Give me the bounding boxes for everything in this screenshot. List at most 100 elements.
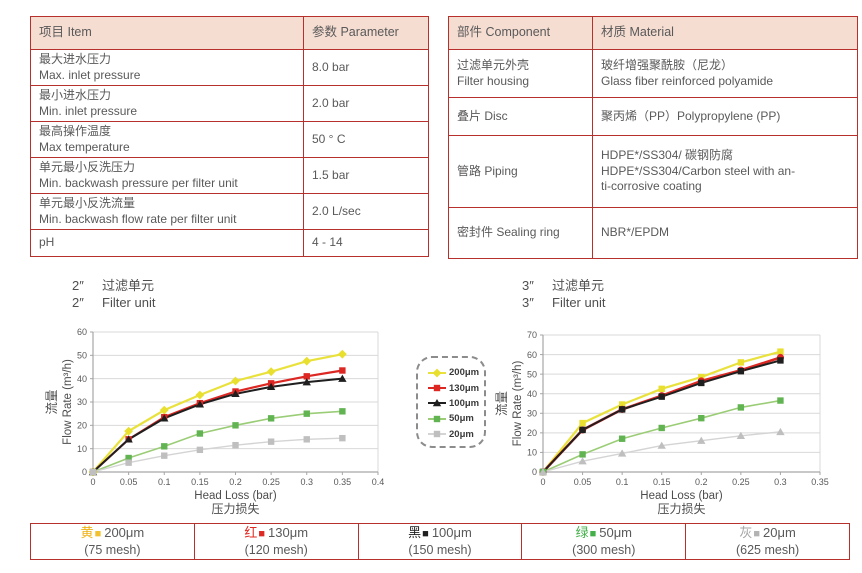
material-value-zh: 玻纤增强聚酰胺（尼龙） — [601, 58, 734, 72]
svg-text:0.05: 0.05 — [574, 477, 592, 487]
material-row-piping: 管路 Piping HDPE*/SS304/ 碳钢防腐 HDPE*/SS304/C… — [448, 135, 858, 208]
svg-text:Flow Rate (m³/h): Flow Rate (m³/h) — [512, 361, 524, 447]
svg-text:0.15: 0.15 — [653, 477, 671, 487]
legend-item-20μm: 20μm — [427, 427, 484, 442]
material-value: NBR*/EPDM — [601, 225, 670, 240]
svg-text:0.1: 0.1 — [158, 477, 171, 487]
svg-text:0.3: 0.3 — [300, 477, 313, 487]
material-header-component: 部件 Component — [448, 16, 593, 50]
material-row-filter-housing: 过滤单元外壳 Filter housing 玻纤增强聚酰胺（尼龙） Glass fi… — [448, 49, 858, 98]
item-label-zh: 最小进水压力 — [39, 88, 112, 102]
svg-text:40: 40 — [527, 389, 537, 399]
svg-text:压力损失: 压力损失 — [211, 501, 259, 516]
micron-size: 50μm — [599, 525, 633, 540]
material-table: 部件 Component 材质 Material 过滤单元外壳 Filter ho… — [448, 16, 858, 259]
mesh-size: (300 mesh) — [572, 542, 636, 557]
svg-text:0: 0 — [90, 477, 95, 487]
component-label-en: Filter housing — [457, 73, 530, 88]
svg-text:0.15: 0.15 — [191, 477, 209, 487]
color-name-zh: 红 — [244, 525, 258, 540]
component-label: 叠片 Disc — [457, 108, 508, 123]
chart-title-zh: 过滤单元 — [102, 278, 155, 293]
flow-chart-2inch: 0 10 20 30 40 50 60 0 0.05 0.1 0.15 0.2 0.25 0.3 0.35 0… — [45, 327, 385, 516]
svg-text:10: 10 — [77, 444, 87, 454]
spec-table: 项目 Item 参数 Parameter 最大进水压力 Max. inlet pr… — [30, 16, 429, 257]
svg-text:30: 30 — [527, 408, 537, 418]
color-swatch: ■ — [589, 528, 597, 540]
legend-marker-square — [428, 415, 446, 423]
svg-text:0.4: 0.4 — [372, 477, 385, 487]
svg-text:0.25: 0.25 — [732, 477, 750, 487]
legend-label: 100μm — [449, 397, 480, 409]
svg-text:20: 20 — [527, 428, 537, 438]
mesh-size: (75 mesh) — [84, 542, 141, 557]
mesh-size: (150 mesh) — [408, 542, 472, 557]
legend-item-100μm: 100μm — [427, 396, 484, 411]
item-label-en: Max temperature — [39, 139, 130, 154]
series-line-100μm — [542, 359, 781, 473]
material-row-sealing-ring: 密封件 Sealing ring NBR*/EPDM — [448, 207, 858, 259]
mesh-size: (625 mesh) — [735, 542, 800, 557]
color-key-strip: 黄■ 200μm (75 mesh) 红■ 130μm (120 mesh) 黑■ 1… — [30, 523, 850, 560]
series-line-50μm — [542, 399, 781, 473]
material-value-line2: HDPE*/SS304/Carbon steel with an- — [601, 163, 796, 178]
chart-title-en: Filter unit — [102, 294, 156, 310]
svg-text:Flow Rate (m³/h): Flow Rate (m³/h) — [62, 359, 74, 445]
item-label-en: Min. backwash pressure per filter unit — [39, 175, 238, 190]
spec-header-item: 项目 Item — [30, 16, 304, 50]
chart-title-zh: 过滤单元 — [552, 278, 605, 293]
color-swatch: ■ — [94, 528, 102, 540]
flow-chart-2inch: 0 10 20 30 40 50 60 0 0.05 0.1 0.15 0.2 0.25 0.3 0.35 0… — [40, 318, 390, 523]
color-name-zh: 黄 — [80, 525, 94, 540]
parameter-value: 1.5 bar — [303, 157, 429, 194]
item-label-en: Min. inlet pressure — [39, 103, 138, 118]
spec-row-ph: pH 4 - 14 — [30, 229, 429, 257]
svg-text:60: 60 — [77, 327, 87, 337]
svg-text:流量: 流量 — [45, 389, 59, 414]
color-name-zh: 灰 — [739, 525, 753, 540]
material-value-line3: ti-corrosive coating — [601, 179, 702, 194]
series-line-130μm — [542, 356, 781, 473]
series-legend-box: 200μm 130μm 100μm 50μm 20μm — [416, 356, 486, 448]
legend-label: 50μm — [449, 413, 474, 425]
series-markers-20μm — [89, 434, 346, 476]
spec-row-max-temperature: 最高操作温度 Max temperature 50 ° C — [30, 121, 429, 158]
spec-row-max-inlet-pressure: 最大进水压力 Max. inlet pressure 8.0 bar — [30, 49, 429, 86]
item-label-zh: 单元最小反洗压力 — [39, 160, 136, 174]
color-swatch: ■ — [258, 528, 266, 540]
svg-text:10: 10 — [527, 448, 537, 458]
size-mark: 2″ — [72, 294, 84, 310]
size-mark: 3″ — [522, 294, 534, 310]
legend-item-50μm: 50μm — [427, 411, 484, 426]
svg-text:流量: 流量 — [495, 391, 509, 416]
flow-chart-3inch: 0 10 20 30 40 50 60 70 0 0.05 0.1 0.15 0.2 0.25 0.3 0.3… — [490, 318, 840, 523]
spec-row-min-inlet-pressure: 最小进水压力 Min. inlet pressure 2.0 bar — [30, 85, 429, 122]
micron-size: 20μm — [763, 525, 796, 540]
material-value-line1: HDPE*/SS304/ 碳钢防腐 — [601, 148, 734, 163]
material-table-header-row: 部件 Component 材质 Material — [448, 16, 858, 50]
color-name-zh: 绿 — [575, 525, 589, 540]
svg-text:60: 60 — [527, 350, 537, 360]
color-key-yellow: 黄■ 200μm (75 mesh) — [30, 523, 195, 560]
svg-text:Head Loss (bar): Head Loss (bar) — [640, 490, 723, 502]
item-label-zh: 最大进水压力 — [39, 52, 112, 66]
svg-text:Head Loss (bar): Head Loss (bar) — [194, 490, 277, 502]
material-value: 聚丙烯（PP）Polypropylene (PP) — [601, 108, 781, 123]
item-label-zh: 最高操作温度 — [39, 124, 112, 138]
parameter-value: 4 - 14 — [303, 229, 429, 257]
svg-text:0: 0 — [532, 467, 537, 477]
legend-marker-triangle — [428, 399, 446, 407]
component-label: 密封件 Sealing ring — [457, 225, 560, 240]
flow-chart-3inch: 0 10 20 30 40 50 60 70 0 0.05 0.1 0.15 0.2 0.25 0.3 0.3… — [495, 330, 829, 516]
item-label-zh: 单元最小反洗流量 — [39, 196, 136, 210]
svg-text:0.25: 0.25 — [262, 477, 280, 487]
chart-title-en: Filter unit — [552, 294, 606, 310]
series-markers-50μm — [539, 397, 784, 476]
series-markers-20μm — [538, 427, 785, 476]
svg-text:压力损失: 压力损失 — [657, 501, 705, 516]
legend-item-200μm: 200μm — [427, 365, 484, 380]
series-line-200μm — [92, 353, 343, 473]
legend-marker-square — [428, 431, 446, 438]
material-header-material: 材质 Material — [592, 16, 858, 50]
